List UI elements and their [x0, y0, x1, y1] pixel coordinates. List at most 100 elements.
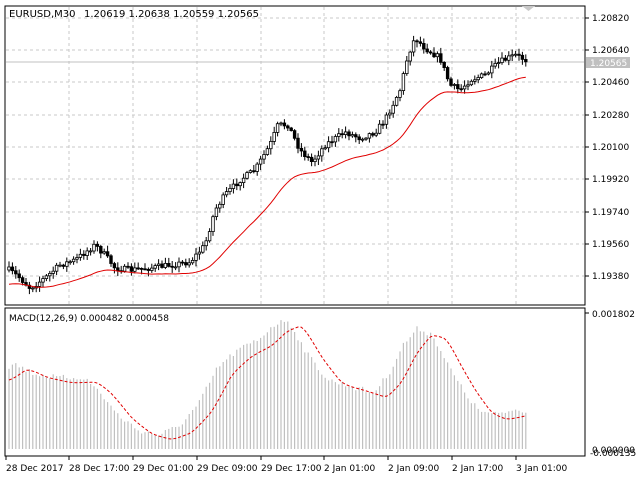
candle-body [374, 132, 378, 136]
candle-body [150, 267, 154, 271]
candle-body [258, 158, 263, 165]
candle-body [187, 262, 191, 266]
candle-body [490, 65, 494, 74]
candle-body [357, 136, 361, 141]
candle-body [313, 158, 317, 163]
candle-body [299, 147, 304, 152]
time-tick-label: 29 Dec 17:00 [261, 464, 322, 474]
candle-body [211, 216, 215, 232]
candle-body [143, 268, 147, 271]
candle-body [449, 78, 453, 86]
candle-body [20, 277, 25, 283]
candle-body [292, 130, 297, 139]
candle-body [221, 194, 225, 205]
candle-body [333, 136, 338, 143]
candle-body [520, 54, 525, 60]
candle-body [139, 267, 144, 270]
price-tick-label: 1.19380 [592, 272, 629, 282]
candle-body [99, 245, 103, 254]
candle-body [354, 134, 358, 138]
candle-body [493, 63, 497, 67]
candle-body [439, 53, 443, 63]
candle-body [170, 265, 174, 268]
candle-body [476, 77, 480, 81]
candle-body [109, 255, 113, 264]
candle-body [432, 52, 436, 58]
candle-body [483, 73, 487, 76]
candle-body [486, 72, 491, 75]
candle-body [398, 90, 402, 98]
candle-body [71, 258, 76, 263]
time-tick-label: 29 Dec 09:00 [197, 464, 258, 474]
time-tick-label: 29 Dec 01:00 [133, 464, 194, 474]
candle-body [330, 141, 334, 144]
candle-body [275, 123, 280, 133]
candle-body [401, 73, 406, 91]
candle-body [462, 85, 467, 90]
candle-body [337, 133, 341, 137]
candle-body [177, 261, 181, 268]
candle-body [452, 84, 457, 86]
candle-body [173, 266, 178, 269]
candle-body [116, 267, 120, 272]
candle-body [218, 203, 222, 209]
candle-body [513, 53, 518, 56]
macd-histogram [8, 320, 527, 449]
candle-body [27, 284, 32, 289]
candle-body [381, 123, 385, 126]
candle-body [418, 41, 423, 44]
candle-body [377, 123, 382, 134]
candle-body [146, 268, 151, 271]
candle-body [316, 155, 321, 160]
candle-body [245, 172, 249, 179]
candle-body [224, 191, 229, 196]
candle-body [92, 243, 96, 252]
candle-body [252, 170, 256, 173]
candle-body [184, 262, 188, 266]
current-price-label-bg [586, 57, 630, 68]
candle-body [88, 250, 93, 253]
time-tick-label: 2 Jan 01:00 [324, 464, 376, 474]
candle-body [411, 40, 416, 53]
price-tick-label: 1.19740 [592, 208, 629, 218]
candle-body [44, 275, 49, 279]
candle-body [190, 259, 195, 264]
candle-body [384, 114, 389, 125]
candle-body [517, 53, 521, 56]
candle-body [122, 265, 127, 272]
candle-body [201, 245, 205, 253]
candle-body [296, 137, 300, 149]
candle-body [85, 250, 89, 256]
candle-body [160, 263, 164, 268]
candle-body [279, 122, 283, 125]
candle-body [456, 84, 460, 90]
candle-body [323, 147, 327, 150]
candle-body [272, 131, 276, 142]
candle-body [54, 264, 59, 272]
price-tick-label: 1.20820 [592, 14, 629, 24]
candle-body [10, 266, 15, 272]
candle-body [105, 251, 110, 257]
candle-body [112, 263, 117, 269]
candle-body [207, 231, 212, 242]
main-chart-panel[interactable] [4, 5, 586, 306]
candle-body [435, 53, 440, 58]
candle-body [228, 187, 232, 192]
candle-body [422, 43, 426, 50]
candle-body [194, 253, 198, 261]
candle-body [255, 163, 259, 172]
candle-body [282, 122, 287, 127]
candle-body [500, 57, 504, 63]
one-click-trading-arrow[interactable] [522, 6, 535, 11]
candle-body [473, 79, 477, 82]
candle-body [408, 51, 412, 62]
macd-bottom-value: 0.000000 [592, 446, 635, 456]
candle-body [231, 183, 236, 189]
candle-body [61, 264, 66, 267]
candle-body [340, 133, 344, 136]
candle-body [235, 183, 239, 187]
candle-body [309, 156, 314, 163]
candle-body [269, 140, 273, 150]
candle-body [126, 265, 130, 268]
